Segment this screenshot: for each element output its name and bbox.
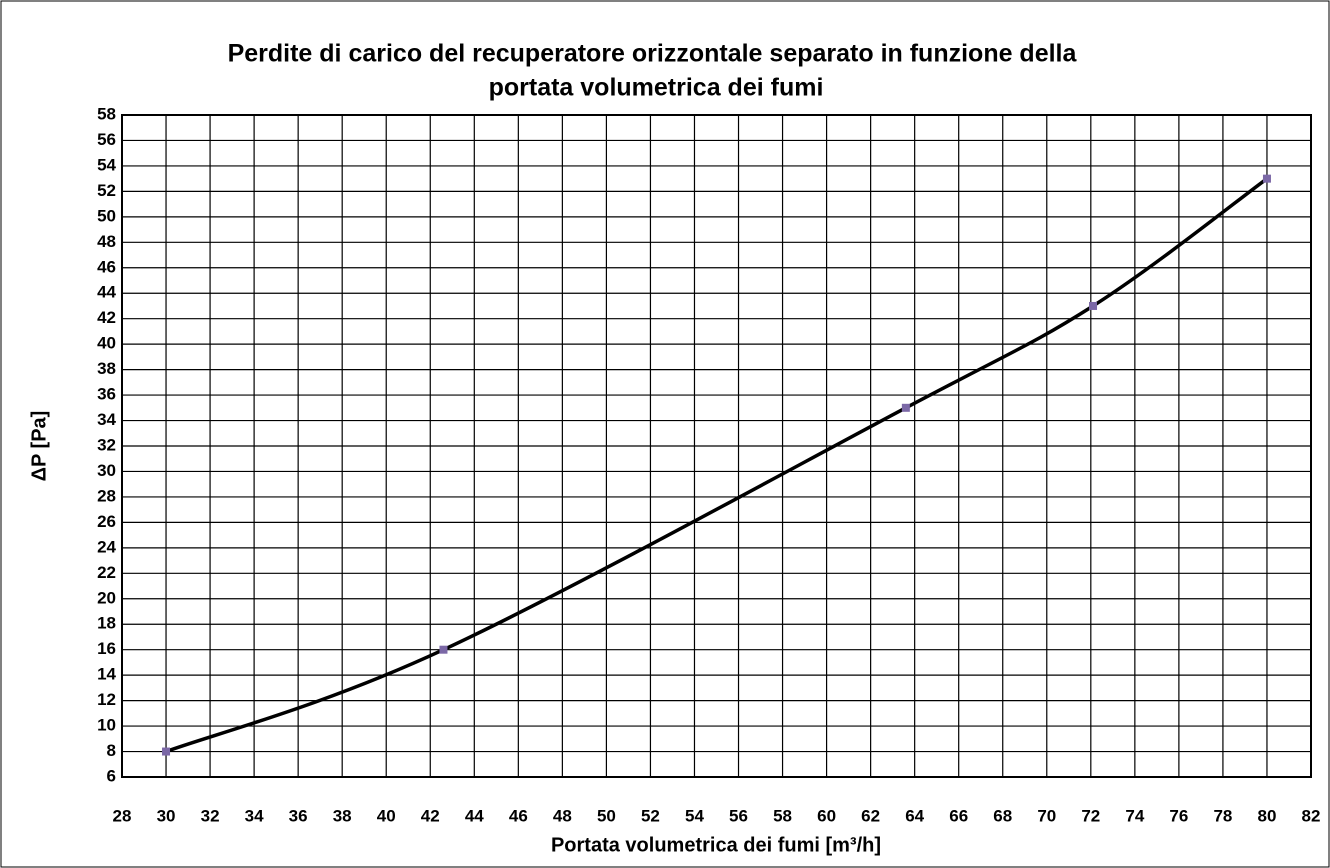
point-marker (439, 645, 448, 654)
x-tick-label: 44 (465, 806, 484, 825)
x-tick-label: 80 (1258, 806, 1277, 825)
x-tick-label: 76 (1169, 806, 1188, 825)
x-tick-label: 74 (1125, 806, 1144, 825)
chart-title: portata volumetrica dei fumi (489, 74, 824, 102)
plot-border (121, 114, 1312, 778)
y-tick-label: 26 (97, 512, 116, 531)
y-tick-label: 20 (97, 588, 116, 607)
x-tick-label: 72 (1081, 806, 1100, 825)
y-tick-label: 40 (97, 334, 116, 353)
x-tick-label: 48 (553, 806, 572, 825)
y-tick-label: 18 (97, 614, 116, 633)
x-tick-label: 32 (201, 806, 220, 825)
y-tick-label: 48 (97, 232, 116, 251)
y-tick-label: 38 (97, 359, 116, 378)
x-tick-label: 78 (1213, 806, 1232, 825)
y-tick-label: 36 (97, 385, 116, 404)
x-tick-label: 68 (993, 806, 1012, 825)
y-tick-label: 44 (97, 283, 116, 302)
x-tick-label: 82 (1302, 806, 1321, 825)
y-tick-label: 54 (97, 155, 116, 174)
x-tick-label: 28 (113, 806, 132, 825)
x-tick-label: 40 (377, 806, 396, 825)
y-tick-label: 42 (97, 308, 116, 327)
y-tick-label: 14 (97, 665, 116, 684)
x-tick-label: 38 (333, 806, 352, 825)
y-tick-label: 34 (97, 410, 116, 429)
y-tick-label: 56 (97, 130, 116, 149)
x-tick-label: 62 (861, 806, 880, 825)
y-tick-label: 8 (107, 741, 116, 760)
x-tick-label: 58 (773, 806, 792, 825)
x-tick-label: 50 (597, 806, 616, 825)
x-tick-label: 70 (1037, 806, 1056, 825)
x-tick-label: 36 (289, 806, 308, 825)
y-tick-label: 16 (97, 639, 116, 658)
y-tick-label: 58 (97, 104, 116, 123)
y-tick-label: 46 (97, 257, 116, 276)
point-marker (901, 403, 910, 412)
y-tick-label: 12 (97, 690, 116, 709)
y-tick-label: 52 (97, 181, 116, 200)
x-tick-label: 56 (729, 806, 748, 825)
y-tick-label: 24 (97, 537, 116, 556)
x-tick-label: 46 (509, 806, 528, 825)
y-tick-label: 28 (97, 486, 116, 505)
point-marker (1262, 174, 1271, 183)
y-tick-label: 32 (97, 435, 116, 454)
y-tick-label: 30 (97, 461, 116, 480)
x-axis-label: Portata volumetrica dei fumi [m³/h] (551, 834, 881, 856)
x-tick-label: 42 (421, 806, 440, 825)
y-tick-label: 22 (97, 563, 116, 582)
series-line (165, 177, 1268, 754)
point-marker (1089, 301, 1098, 310)
y-axis-label: ΔP [Pa] (28, 411, 50, 482)
point-marker (162, 747, 171, 756)
x-tick-label: 60 (817, 806, 836, 825)
x-tick-label: 52 (641, 806, 660, 825)
x-tick-label: 34 (245, 806, 264, 825)
y-tick-label: 6 (107, 766, 116, 785)
y-tick-label: 50 (97, 206, 116, 225)
y-tick-label: 10 (97, 716, 116, 735)
x-tick-label: 64 (905, 806, 924, 825)
x-tick-label: 54 (685, 806, 704, 825)
chart-title: Perdite di carico del recuperatore orizz… (228, 40, 1078, 68)
x-tick-label: 66 (949, 806, 968, 825)
x-tick-label: 30 (157, 806, 176, 825)
